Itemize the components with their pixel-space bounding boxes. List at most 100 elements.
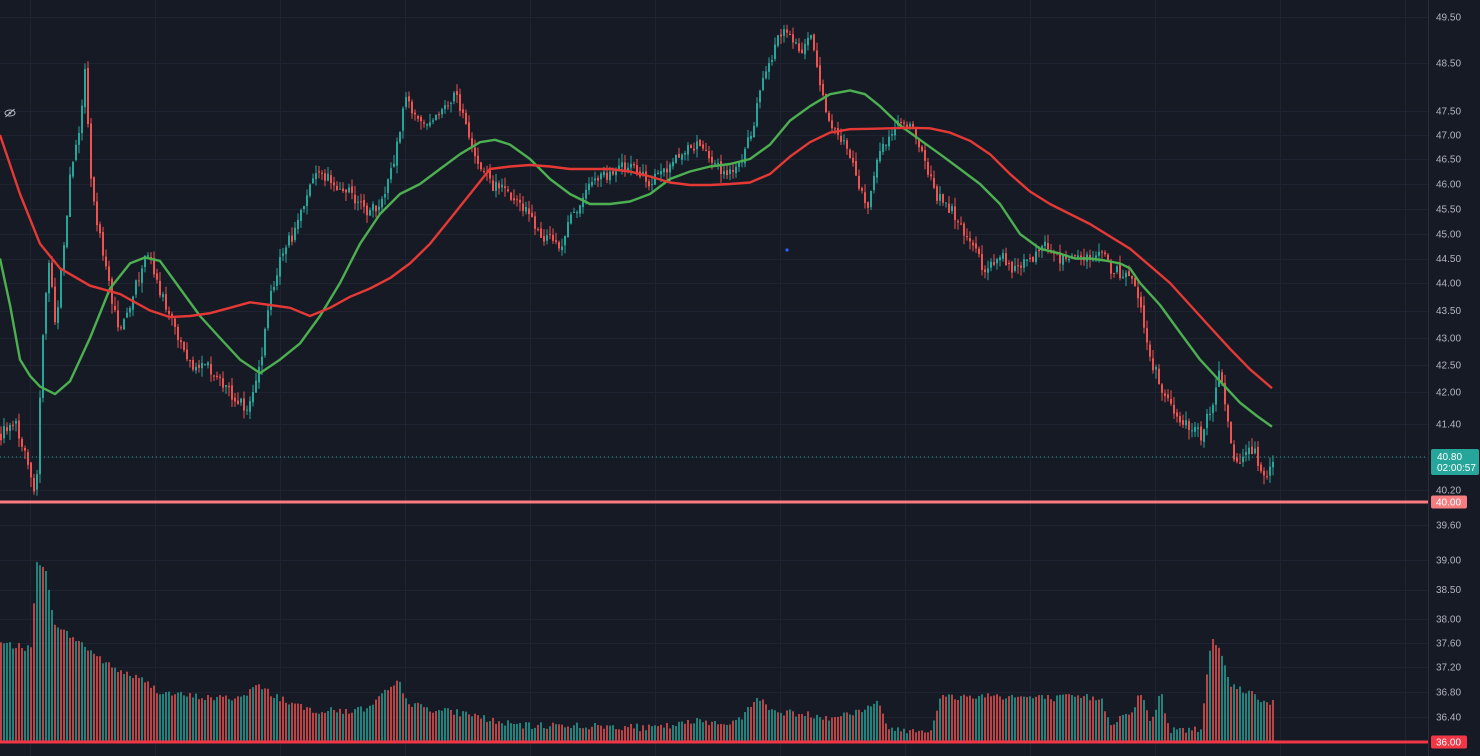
candle-body [615,171,617,176]
volume-bar [291,702,293,742]
volume-bar [1008,696,1010,742]
volume-bar [507,720,509,742]
volume-bar [600,725,602,742]
candle-body [99,224,101,234]
volume-bar [1224,665,1226,742]
candle-body [198,364,200,368]
price-tick-label: 43.50 [1436,306,1461,317]
volume-bar [351,712,353,742]
volume-bar [1182,727,1184,742]
candle-body [807,38,809,46]
volume-bar [537,724,539,742]
volume-bar [462,711,464,742]
candle-body [828,112,830,121]
volume-bar [519,723,521,742]
volume-bar [786,710,788,742]
volume-bar [174,694,176,742]
candle-body [447,105,449,107]
volume-bar [1092,696,1094,742]
candle-body [48,263,50,294]
volume-bar [822,719,824,742]
candle-body [702,144,704,149]
candle-body [888,136,890,147]
candle-body [717,162,719,164]
volume-bar [891,727,893,742]
volume-bar [924,732,926,742]
volume-bar [399,681,401,742]
candle-body [462,109,464,113]
candle-body [228,385,230,388]
candle-body [168,310,170,314]
candle-body [534,216,536,229]
candle-body [999,257,1001,261]
candle-body [255,380,257,393]
volume-bar [12,648,14,742]
volume-bar [1074,696,1076,742]
candle-body [1068,259,1070,261]
volume-bar [408,704,410,742]
last-price-badge: 40.80 02:00:57 [1431,449,1479,475]
candle-body [774,44,776,59]
candle-body [1203,429,1205,442]
volume-bar [906,733,908,742]
candle-body [582,197,584,208]
candle-body [1245,452,1247,456]
volume-bar [66,630,68,742]
price-tick-label: 44.50 [1436,254,1461,265]
volume-bar [417,702,419,742]
eye-off-icon[interactable] [4,108,16,118]
price-tick-label: 36.40 [1436,713,1461,724]
volume-bar [201,698,203,742]
volume-bar [900,731,902,742]
volume-bar [813,718,815,742]
volume-bar [702,722,704,742]
candle-body [120,327,122,329]
volume-bar [951,694,953,742]
candle-body [207,362,209,366]
candle-body [339,188,341,190]
volume-bar [1143,700,1145,742]
price-axis[interactable]: 49.50 48.50 47.50 47.00 46.50 46.00 45.50 45.00… [1436,13,1461,724]
candle-body [450,102,452,104]
candle-body [1137,287,1139,299]
volume-bar [894,730,896,742]
volume-bar [81,642,83,742]
volume-bar [96,656,98,742]
candle-body [1149,344,1151,357]
candle-body [1059,252,1061,264]
volume-bar [1176,729,1178,742]
volume-bar [711,721,713,742]
volume-bar [927,732,929,742]
candle-body [1044,241,1046,247]
candle-body [747,137,749,148]
volume-bar [78,640,80,742]
candle-body [597,177,599,181]
volume-bar [513,723,515,742]
volume-bar [1041,695,1043,742]
candle-body [420,116,422,122]
volume-bar [1263,700,1265,742]
candle-body [1191,430,1193,432]
volume-bar [864,709,866,742]
candle-body [327,173,329,181]
candle-body [1074,255,1076,257]
candle-body [516,199,518,201]
volume-bar [330,707,332,742]
volume-bar [1113,724,1115,742]
candle-body [345,189,347,193]
candle-body [1038,249,1040,252]
volume-bar [942,694,944,742]
moving-average-line [0,126,1273,390]
candle-body [288,235,290,246]
volume-bar [492,717,494,742]
volume-bar [1269,704,1271,742]
volume-bar [909,730,911,742]
candle-body [1107,254,1109,261]
candle-body [849,149,851,158]
price-tick-label: 42.50 [1436,361,1461,372]
volume-bar [165,692,167,742]
candle-body [405,97,407,108]
candle-body [990,261,992,268]
volume-bar [1191,730,1193,742]
